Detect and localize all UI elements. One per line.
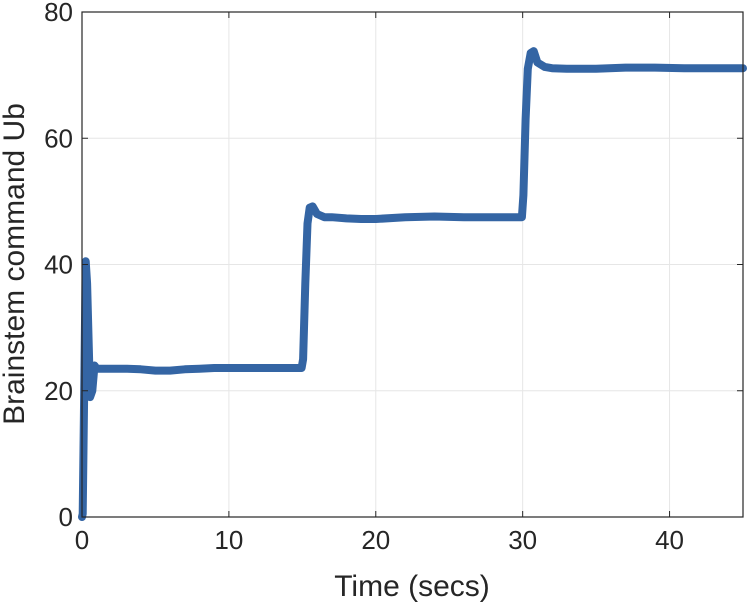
y-tick-label: 80 <box>44 0 73 27</box>
y-tick-label: 60 <box>44 123 73 153</box>
x-tick-label: 20 <box>361 525 390 555</box>
x-tick-label: 0 <box>75 525 89 555</box>
series-layer <box>78 47 747 521</box>
y-tick-label: 20 <box>44 376 73 406</box>
y-tick-label: 0 <box>59 502 73 532</box>
y-axis-label: Brainstem command Ub <box>0 103 31 425</box>
y-tick-label: 40 <box>44 250 73 280</box>
x-tick-label: 10 <box>214 525 243 555</box>
x-tick-label: 40 <box>655 525 684 555</box>
x-axis-label: Time (secs) <box>334 570 490 603</box>
x-tick-label: 30 <box>508 525 537 555</box>
ticks: 0 10 20 30 40 0 20 40 60 80 <box>44 0 743 555</box>
series-line <box>78 47 747 521</box>
